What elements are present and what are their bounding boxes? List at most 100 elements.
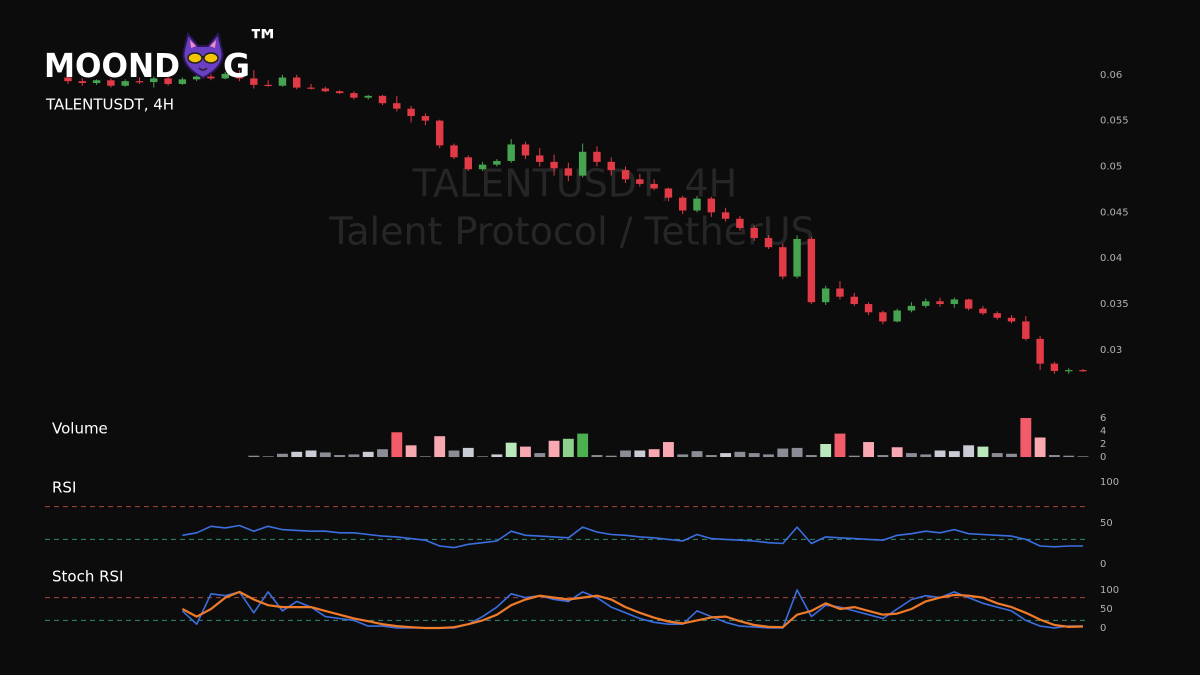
volume-bar	[834, 433, 846, 457]
watermark-symbol: TALENTUSDT, 4H	[412, 162, 737, 206]
candle-body	[107, 80, 115, 86]
candle-body	[92, 80, 101, 84]
volume-bar	[291, 451, 303, 457]
indicator-line	[181, 589, 1083, 629]
logo-right: G	[223, 46, 250, 85]
candle-body	[879, 312, 887, 322]
panel-label: Volume	[52, 420, 108, 438]
chart-title: TALENTUSDT, 4H	[45, 96, 174, 114]
volume-bar	[963, 445, 975, 457]
candle-body	[178, 79, 187, 84]
candle-body	[250, 78, 258, 85]
candle-body	[564, 168, 573, 176]
candle-body	[1079, 370, 1087, 372]
panel-label: RSI	[52, 479, 76, 497]
volume-bar	[419, 456, 431, 457]
candle-body	[150, 78, 158, 83]
y-tick-label: 100	[1100, 477, 1119, 488]
volume-bar	[591, 455, 603, 457]
candle-body	[78, 81, 87, 84]
candle-body	[1064, 370, 1073, 372]
watermark-name: Talent Protocol / TetherUS	[328, 210, 814, 254]
candle-body	[278, 77, 287, 86]
volume-bar	[277, 453, 288, 457]
candle-body	[964, 299, 973, 309]
candle-body	[864, 304, 873, 313]
plot-area: 0.03 0.035 0.04 0.045 0.05 0.055 0.06 Volume 0 2 4…	[45, 70, 1129, 634]
candle-body	[421, 116, 430, 121]
candle-body	[764, 238, 773, 248]
volume-bar	[1034, 437, 1046, 457]
candle-body	[164, 78, 172, 84]
volume-bar	[991, 453, 1003, 457]
y-tick-label: 0	[1100, 559, 1106, 570]
candle-body	[1007, 317, 1016, 322]
candle-body	[435, 120, 444, 146]
y-tick-label: 100	[1100, 585, 1119, 596]
candle-body	[235, 73, 244, 79]
volume-bar	[462, 447, 474, 457]
volume-bar	[948, 451, 960, 457]
candle-body	[378, 95, 387, 104]
candle-body	[721, 212, 730, 219]
volume-bar	[677, 454, 689, 457]
volume-bar	[434, 436, 446, 457]
candle-body	[407, 108, 415, 117]
candle-body	[393, 103, 401, 109]
logo: MOOND G ™	[44, 22, 280, 85]
volume-bar	[777, 448, 789, 457]
y-tick-label: 0.035	[1100, 299, 1129, 310]
volume-bar	[1063, 455, 1075, 457]
volume-bar	[262, 456, 274, 457]
volume-bar	[334, 455, 346, 457]
candle-body	[922, 301, 930, 306]
candle-body	[750, 227, 758, 239]
y-tick-label: 0.045	[1100, 207, 1129, 218]
candle-body	[807, 238, 816, 303]
volume-bar	[648, 449, 660, 457]
candle-body	[450, 145, 458, 158]
candle-body	[293, 77, 301, 88]
indicator-line	[181, 590, 1084, 630]
candle-body	[335, 91, 344, 94]
y-tick-label: 0.05	[1100, 161, 1122, 172]
volume-bar	[477, 456, 489, 457]
y-tick-label: 0.06	[1100, 70, 1122, 81]
y-tick-label: 6	[1100, 413, 1106, 424]
candle-body	[607, 161, 615, 171]
volume-bar	[1048, 455, 1060, 457]
volume-bar	[391, 432, 403, 457]
candle-body	[192, 76, 201, 80]
candle-body	[821, 288, 830, 303]
logo-left: MOOND	[44, 46, 180, 85]
candle-body	[893, 310, 901, 322]
volume-bar	[691, 451, 703, 457]
volume-bar	[448, 450, 460, 457]
volume-bar	[1020, 418, 1032, 457]
candle-body	[578, 151, 587, 176]
volume-bar	[891, 447, 903, 457]
y-tick-label: 0.03	[1100, 345, 1122, 356]
candle-body	[478, 164, 487, 170]
volume-bar	[1077, 456, 1089, 457]
candle-body	[221, 73, 229, 79]
candle-body	[693, 198, 701, 211]
y-tick-label: 0	[1100, 623, 1106, 634]
y-tick-label: 0	[1100, 452, 1106, 463]
y-tick-label: 2	[1100, 439, 1106, 450]
candle-body	[493, 160, 501, 165]
volume-bar	[348, 454, 360, 457]
candle-body	[650, 183, 658, 189]
volume-bar	[305, 450, 317, 457]
y-tick-label: 50	[1100, 518, 1113, 529]
volume-bar	[520, 446, 531, 457]
candle-body	[364, 95, 372, 98]
candle-body	[950, 299, 959, 305]
candle-body	[507, 144, 515, 161]
volume-bar	[562, 438, 574, 457]
volume-bar	[662, 442, 674, 457]
candle-body	[679, 197, 687, 211]
candle-body	[907, 305, 916, 311]
